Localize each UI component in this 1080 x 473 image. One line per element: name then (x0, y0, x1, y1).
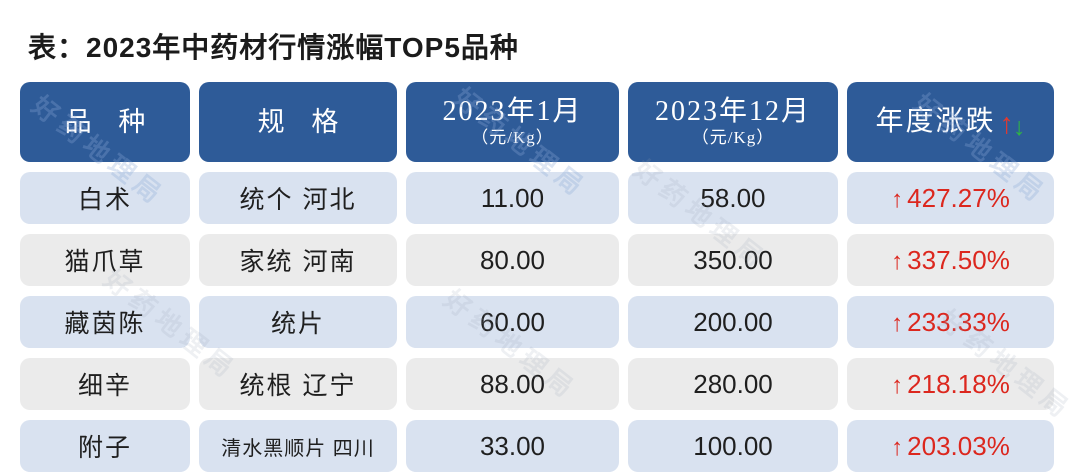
change-value: ↑ 218.18% (891, 369, 1010, 400)
variety-value: 细辛 (77, 372, 132, 400)
page-title: 表：2023年中药材行情涨幅TOP5品种 (28, 32, 519, 63)
spec-value: 统片 (270, 310, 325, 338)
spec-value: 清水黑顺片 四川 (221, 437, 375, 460)
jan-price-value: 60.00 (479, 306, 546, 337)
table-row-4-dec: 280.00 (628, 358, 838, 410)
change-value: ↑ 203.03% (891, 431, 1010, 462)
change-percent: 427.27% (907, 182, 1010, 213)
dec-price-value: 100.00 (693, 430, 773, 461)
dec-price-value: 350.00 (693, 244, 773, 275)
spec-value: 统根 辽宁 (239, 372, 357, 400)
table-row-1-spec: 统个 河北 (199, 172, 397, 224)
jan-price-value: 88.00 (479, 368, 546, 399)
variety-value: 白术 (77, 186, 132, 214)
table-row-2-change: ↑ 337.50% (847, 234, 1054, 286)
table-row-5-jan: 33.00 (406, 420, 619, 472)
header-jan-unit: （元/Kg） (471, 128, 554, 148)
jan-price-value: 11.00 (480, 182, 545, 213)
table-row-3-dec: 200.00 (628, 296, 838, 348)
table-row-2-variety: 猫爪草 (20, 234, 190, 286)
change-percent: 233.33% (907, 306, 1010, 337)
table-row-2-spec: 家统 河南 (199, 234, 397, 286)
change-value: ↑ 337.50% (891, 245, 1010, 276)
table-row-4-spec: 统根 辽宁 (199, 358, 397, 410)
header-spec-label: 规 格 (257, 106, 349, 137)
up-arrow-icon: ↑ (891, 185, 904, 213)
spec-value: 统个 河北 (239, 186, 357, 214)
variety-value: 猫爪草 (64, 248, 146, 276)
up-arrow-icon: ↑ (891, 247, 904, 275)
header-change-label: 年度涨跌 (875, 106, 996, 138)
header-change: 年度涨跌 ↑ ↓ (847, 82, 1054, 162)
dec-price-value: 280.00 (693, 368, 773, 399)
change-percent: 337.50% (907, 244, 1010, 275)
table-row-5-dec: 100.00 (628, 420, 838, 472)
header-jan-label: 2023年1月 (442, 95, 583, 127)
header-dec: 2023年12月 （元/Kg） (628, 82, 838, 162)
down-arrow-icon: ↓ (1013, 113, 1026, 141)
table-row-1-variety: 白术 (20, 172, 190, 224)
dec-price-value: 58.00 (700, 182, 766, 213)
table-row-2-dec: 350.00 (628, 234, 838, 286)
table-row-3-variety: 藏茵陈 (20, 296, 190, 348)
table-row-1-change: ↑ 427.27% (847, 172, 1054, 224)
table-row-5-change: ↑ 203.03% (847, 420, 1054, 472)
up-arrow-icon: ↑ (891, 371, 904, 399)
header-dec-unit: （元/Kg） (691, 128, 775, 148)
header-variety: 品 种 (20, 82, 190, 162)
up-arrow-icon: ↑ (999, 107, 1015, 140)
variety-value: 藏茵陈 (64, 310, 146, 338)
jan-price-value: 80.00 (479, 244, 546, 275)
header-variety-label: 品 种 (64, 106, 156, 137)
table-row-5-spec: 清水黑顺片 四川 (199, 420, 397, 472)
header-dec-label: 2023年12月 (654, 95, 811, 127)
jan-price-value: 33.00 (479, 430, 546, 461)
header-spec: 规 格 (199, 82, 397, 162)
table-row-3-jan: 60.00 (406, 296, 619, 348)
up-arrow-icon: ↑ (891, 433, 904, 461)
variety-value: 附子 (77, 434, 132, 462)
change-value: ↑ 427.27% (891, 183, 1010, 214)
table-row-4-jan: 88.00 (406, 358, 619, 410)
spec-value: 家统 河南 (239, 248, 357, 276)
table-row-4-change: ↑ 218.18% (847, 358, 1054, 410)
table-row-4-variety: 细辛 (20, 358, 190, 410)
change-percent: 218.18% (907, 368, 1010, 399)
table-row-3-change: ↑ 233.33% (847, 296, 1054, 348)
table-row-3-spec: 统片 (199, 296, 397, 348)
dec-price-value: 200.00 (693, 306, 773, 337)
header-jan: 2023年1月 （元/Kg） (406, 82, 619, 162)
table-row-1-dec: 58.00 (628, 172, 838, 224)
table-row-1-jan: 11.00 (406, 172, 619, 224)
table-row-2-jan: 80.00 (406, 234, 619, 286)
up-arrow-icon: ↑ (891, 309, 904, 337)
change-percent: 203.03% (907, 430, 1010, 461)
price-table: 品 种 规 格 2023年1月 （元/Kg） 2023年12月 （元/Kg） 年… (20, 82, 1054, 472)
change-value: ↑ 233.33% (891, 307, 1010, 338)
table-row-5-variety: 附子 (20, 420, 190, 472)
